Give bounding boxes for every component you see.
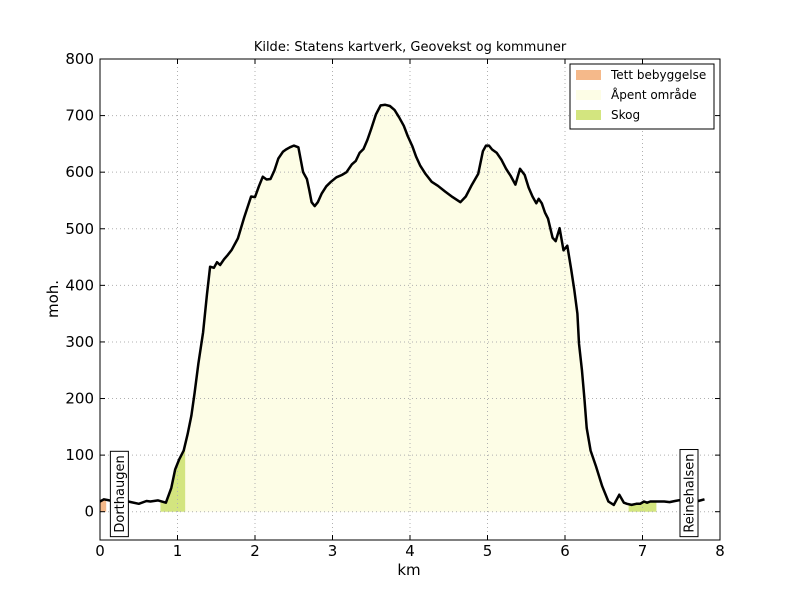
legend-label: Åpent område <box>611 87 697 102</box>
legend-label: Tett bebyggelse <box>610 68 706 82</box>
x-axis-label: km <box>397 561 420 579</box>
place-name-box <box>679 449 699 538</box>
x-tick-label: 4 <box>405 542 415 560</box>
legend-swatch <box>576 110 601 120</box>
place-annotation: Reinehalsen <box>679 449 699 538</box>
place-name-label: Dorthaugen <box>113 455 128 532</box>
y-tick-label: 100 <box>65 446 94 464</box>
land-cover-area <box>185 104 629 512</box>
y-tick-label: 500 <box>65 220 94 238</box>
place-name-label: Reinehalsen <box>683 454 698 533</box>
x-tick-label: 5 <box>483 542 493 560</box>
x-tick-label: 8 <box>715 542 725 560</box>
place-annotation: Dorthaugen <box>109 450 129 538</box>
x-tick-label: 2 <box>250 542 260 560</box>
elevation-series <box>99 103 705 507</box>
legend-swatch <box>576 90 601 100</box>
x-tick-label: 7 <box>638 542 648 560</box>
axis-ticks: 0 1 2 3 4 5 6 7 8 800 700 600 500 400 300 200 100 0 <box>65 50 724 560</box>
x-tick-label: 3 <box>328 542 338 560</box>
annotations: Dorthaugen Reinehalsen <box>109 449 699 538</box>
y-tick-label: 200 <box>65 390 94 408</box>
y-tick-label: 300 <box>65 333 94 351</box>
y-tick-label: 800 <box>65 50 94 68</box>
y-tick-label: 600 <box>65 163 94 181</box>
legend-label: Skog <box>611 108 640 122</box>
y-axis-label: moh. <box>44 280 62 318</box>
y-tick-label: 400 <box>65 276 94 294</box>
legend: Tett bebyggelse Åpent område Skog <box>569 63 715 130</box>
y-tick-label: 0 <box>84 503 94 521</box>
elevation-line <box>99 103 705 507</box>
x-tick-label: 6 <box>560 542 570 560</box>
y-tick-label: 700 <box>65 107 94 125</box>
land-cover-area <box>100 499 107 512</box>
chart-title: Kilde: Statens kartverk, Geovekst og kom… <box>254 40 567 55</box>
place-name-box <box>109 450 129 538</box>
x-tick-label: 1 <box>173 542 183 560</box>
legend-swatch <box>576 70 601 80</box>
grid <box>100 59 720 540</box>
x-tick-label: 0 <box>95 542 105 560</box>
